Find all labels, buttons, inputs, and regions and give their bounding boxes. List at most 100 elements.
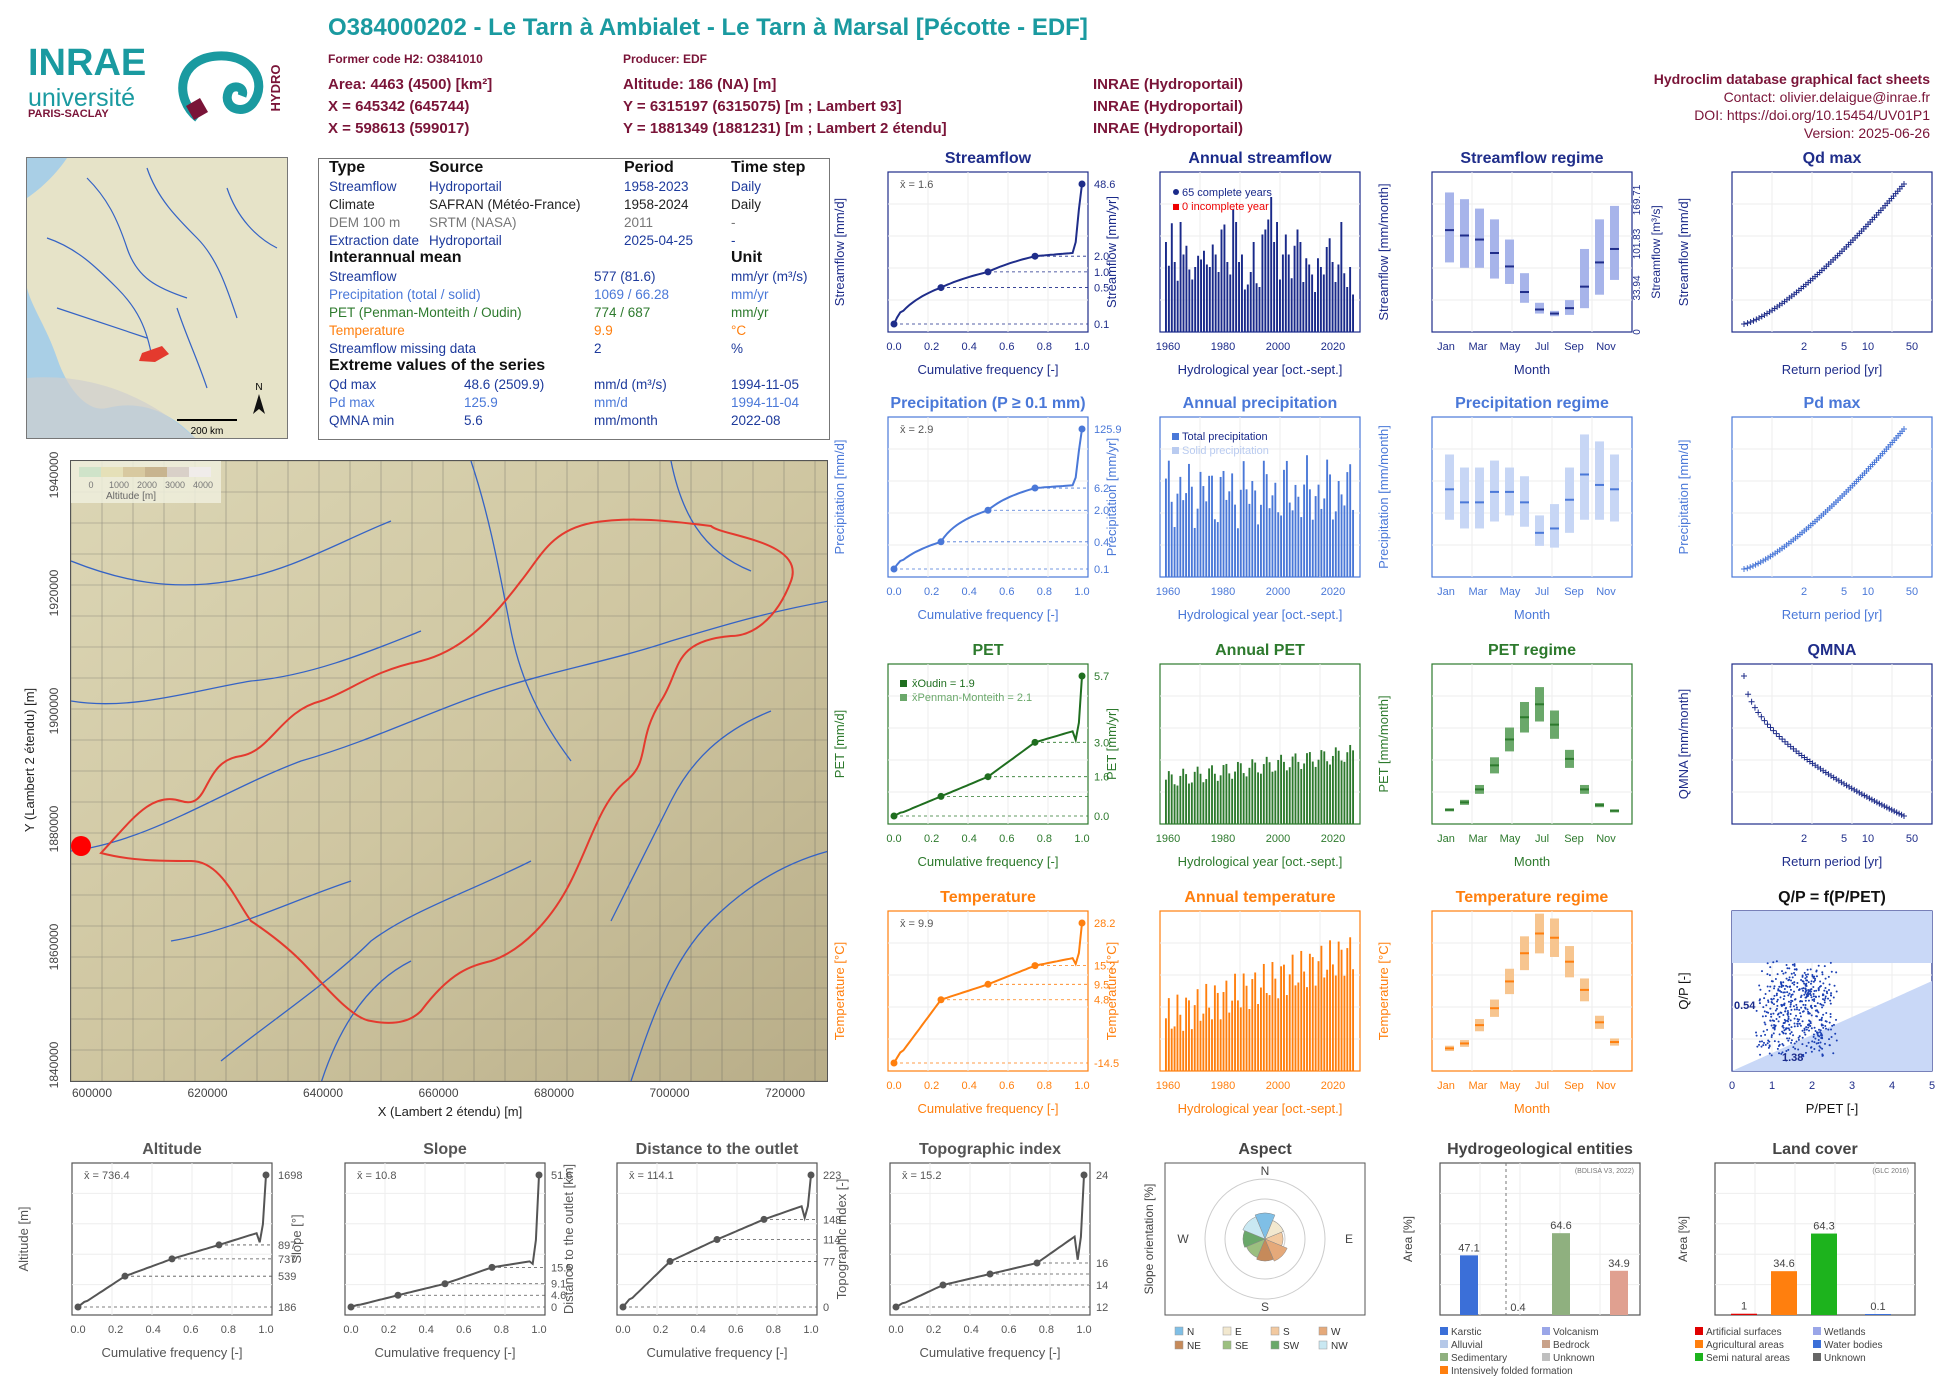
qp-ratio-point [1789, 1001, 1792, 1004]
qp-ratio-point [1812, 993, 1815, 996]
annual-streamflow-bar [1229, 274, 1232, 332]
annual-pet-bar [1190, 782, 1193, 824]
qp-ratio-point [1782, 981, 1785, 984]
streamflow-cdf-frame [887, 171, 1089, 333]
qp-ratio-point [1797, 1058, 1800, 1061]
qp-ratio-point [1785, 1050, 1788, 1053]
qp-ratio-point [1803, 993, 1806, 996]
streamflow-cdf-xtick: 0.4 [962, 341, 977, 353]
precipitation-cdf-mean: x̄ = 2.9 [900, 424, 933, 436]
qp-ratio-point [1782, 1044, 1785, 1047]
altitude-cdf-right-label: 186 [278, 1302, 296, 1314]
location-minimap: N 200 km [26, 157, 288, 439]
qp-ratio-point [1813, 1047, 1816, 1050]
annual-streamflow-xtick: 2020 [1321, 341, 1345, 353]
annual-pet-bar [1251, 759, 1254, 824]
annual-streamflow-bar [1328, 238, 1331, 332]
annual-pet-bar [1242, 773, 1245, 824]
annual-streamflow-bar [1267, 219, 1270, 332]
temperature-regime-xtick: Sep [1564, 1080, 1584, 1092]
precipitation-regime-box [1550, 504, 1559, 548]
qp-ratio-point [1808, 1029, 1811, 1032]
map-xtick: 620000 [187, 1086, 227, 1100]
extreme-unit: mm/d (m³/s) [594, 377, 667, 392]
streamflow-regime-xtick: May [1500, 341, 1521, 353]
qp-ratio-point [1811, 1040, 1814, 1043]
temperature-cdf-quantile-point [890, 1059, 898, 1067]
qp-ratio-point [1762, 1030, 1765, 1033]
annual-pet-bar [1349, 744, 1352, 824]
mean-value: 2 [594, 341, 602, 356]
annual-temperature-bar [1314, 985, 1317, 1071]
qp-ratio-point [1770, 1034, 1773, 1037]
aspect-wedge [1242, 1216, 1266, 1240]
aspect-legend-marker [1222, 1340, 1232, 1350]
qp-ratio-point [1796, 982, 1799, 985]
precipitation-cdf-xtick: 0.0 [886, 586, 901, 598]
hydrogeo-bar [1610, 1270, 1628, 1315]
qp-ratio-point [1779, 996, 1782, 999]
qp-ratio-point [1768, 1044, 1771, 1047]
hydrogeo-legend: Volcanism [1553, 1327, 1599, 1338]
annual-precipitation-bar [1340, 494, 1343, 577]
annual-temperature-bar [1288, 974, 1291, 1071]
distance-cdf-mean: x̄ = 114.1 [629, 1170, 674, 1182]
annual-precipitation-bar [1274, 482, 1277, 577]
qp-ratio-point [1802, 1053, 1805, 1056]
annual-precipitation-bar [1196, 508, 1199, 577]
catchment-map: Altitude [m] 0 1000 2000 3000 4000 [70, 460, 828, 1082]
pet-cdf-right-label: 1.6 [1094, 772, 1109, 784]
map-river [170, 880, 352, 942]
qd-max-xtick: 10 [1862, 341, 1874, 353]
minimap-svg: N 200 km [27, 158, 287, 438]
annual-temperature-bar [1199, 1020, 1202, 1071]
temperature-regime-xlabel: Month [1514, 1101, 1550, 1116]
streamflow-regime-ylabel2: Streamflow [m³/s] [1649, 205, 1663, 298]
row-step: Daily [731, 179, 762, 194]
hydrogeo-bar [1552, 1233, 1570, 1315]
altitude-legend-tick: 1000 [109, 480, 129, 490]
streamflow-cdf-quantile-point [984, 268, 992, 276]
qp-ratio-point [1782, 1026, 1785, 1029]
mean-value: 577 (81.6) [594, 269, 656, 284]
temperature-cdf-right-label: 4.8 [1094, 995, 1109, 1007]
annual-pet-bar [1239, 763, 1242, 824]
qp-ratio-point [1777, 1040, 1780, 1043]
qp-ratio-point [1787, 994, 1790, 997]
qp-ratio-point [1776, 1000, 1779, 1003]
streamflow-regime-xtick: Jan [1437, 341, 1455, 353]
annual-precipitation-bar [1271, 495, 1274, 577]
annual-precipitation-bar [1349, 464, 1352, 577]
qp-ratio-point [1809, 1022, 1812, 1025]
qp-ratio-point [1779, 981, 1782, 984]
streamflow-regime-xtick: Sep [1564, 341, 1584, 353]
qp-ratio-point [1769, 1007, 1772, 1010]
annual-precipitation-bar [1300, 517, 1303, 577]
annual-temperature-ylabel: Temperature [°C] [1104, 942, 1119, 1040]
contact: Contact: olivier.delaigue@inrae.fr [1723, 89, 1930, 105]
qp-ratio-point [1761, 1040, 1764, 1043]
qp-ratio-point [1790, 1041, 1793, 1044]
row-source: SAFRAN (Météo-France) [429, 197, 581, 212]
slope-cdf-title: Slope [423, 1141, 467, 1158]
qp-ratio-point [1819, 1041, 1822, 1044]
topo-cdf-quantile-point [986, 1270, 994, 1278]
annual-streamflow-legend-marker [1173, 189, 1179, 195]
slope-cdf-quantile-point [441, 1280, 449, 1288]
qp-ratio-point [1756, 1045, 1759, 1048]
annual-precipitation-bar [1329, 474, 1331, 577]
pet-regime-xtick: Jan [1437, 833, 1455, 845]
annual-pet-bar [1222, 765, 1225, 824]
qp-ratio-point [1825, 990, 1828, 993]
pet-regime-xtick: Nov [1596, 833, 1616, 845]
annual-pet-bar [1188, 783, 1190, 824]
topo-cdf-xtick: 0.0 [888, 1324, 903, 1336]
annual-precipitation-xtick: 1960 [1156, 586, 1180, 598]
annual-temperature-bar [1196, 989, 1199, 1071]
annual-streamflow-bar [1279, 279, 1281, 332]
qp-ratio-point [1771, 980, 1774, 983]
qp-ratio-point [1768, 1052, 1771, 1055]
altitude-legend-tick: 0 [88, 480, 93, 490]
annual-temperature-bar [1320, 945, 1323, 1071]
minimap-catchment [139, 346, 169, 362]
